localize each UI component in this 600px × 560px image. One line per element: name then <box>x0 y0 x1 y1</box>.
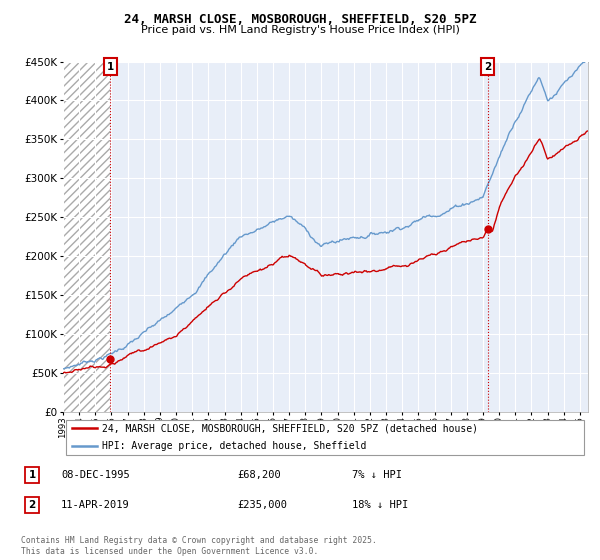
Text: 1: 1 <box>107 62 114 72</box>
Text: 24, MARSH CLOSE, MOSBOROUGH, SHEFFIELD, S20 5PZ (detached house): 24, MARSH CLOSE, MOSBOROUGH, SHEFFIELD, … <box>103 423 478 433</box>
Text: 18% ↓ HPI: 18% ↓ HPI <box>352 500 409 510</box>
Text: 7% ↓ HPI: 7% ↓ HPI <box>352 470 402 480</box>
Bar <box>63 62 110 412</box>
Text: £68,200: £68,200 <box>237 470 281 480</box>
Text: HPI: Average price, detached house, Sheffield: HPI: Average price, detached house, Shef… <box>103 441 367 451</box>
Text: 11-APR-2019: 11-APR-2019 <box>61 500 130 510</box>
Text: 24, MARSH CLOSE, MOSBOROUGH, SHEFFIELD, S20 5PZ: 24, MARSH CLOSE, MOSBOROUGH, SHEFFIELD, … <box>124 13 476 26</box>
Text: Price paid vs. HM Land Registry's House Price Index (HPI): Price paid vs. HM Land Registry's House … <box>140 25 460 35</box>
Text: 1: 1 <box>28 470 35 480</box>
Text: 2: 2 <box>484 62 491 72</box>
Text: £235,000: £235,000 <box>237 500 287 510</box>
Text: 08-DEC-1995: 08-DEC-1995 <box>61 470 130 480</box>
Text: 2: 2 <box>28 500 35 510</box>
FancyBboxPatch shape <box>65 420 584 455</box>
Text: Contains HM Land Registry data © Crown copyright and database right 2025.
This d: Contains HM Land Registry data © Crown c… <box>21 536 377 556</box>
